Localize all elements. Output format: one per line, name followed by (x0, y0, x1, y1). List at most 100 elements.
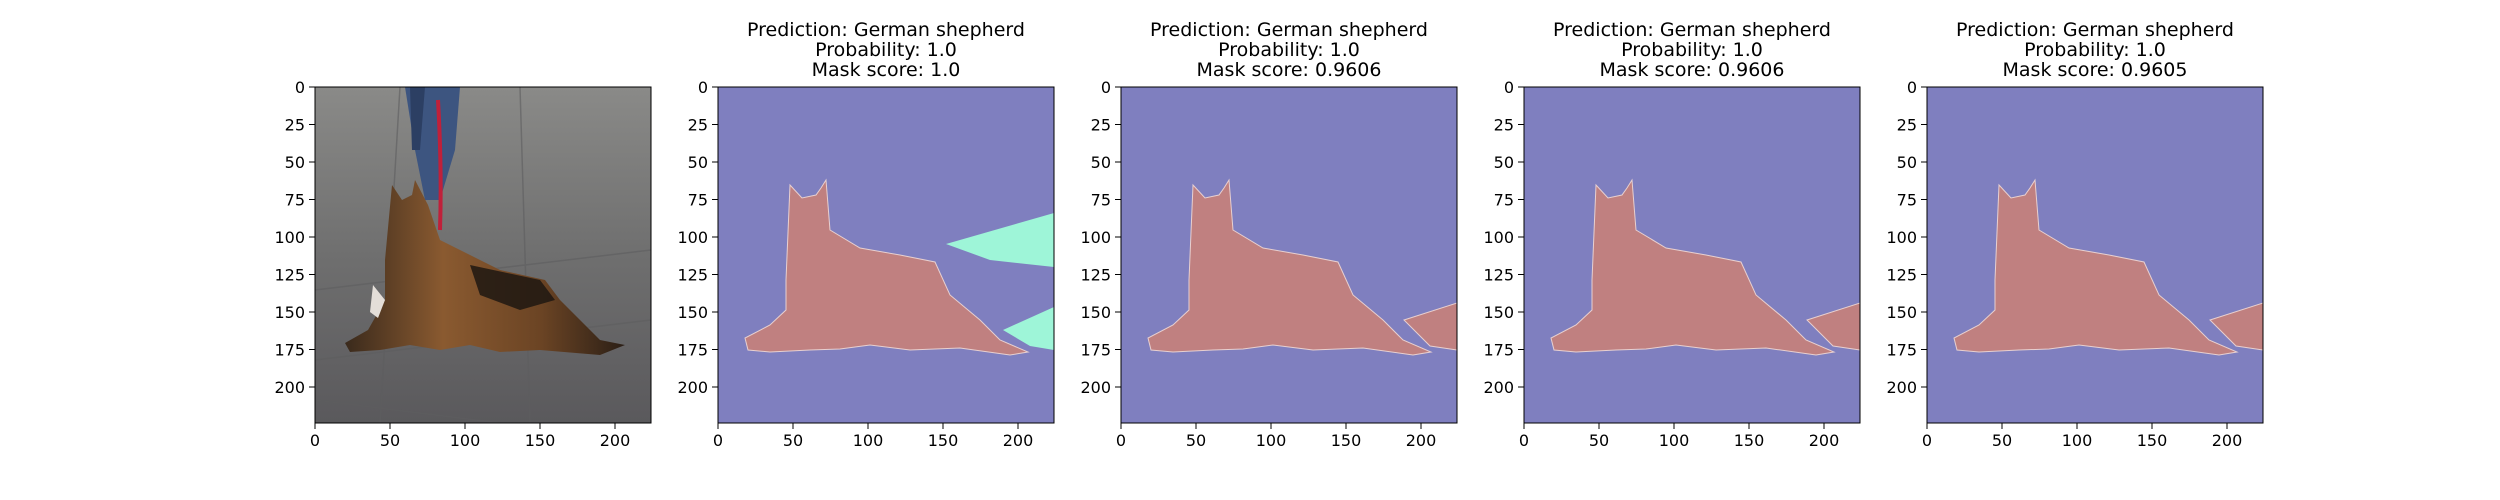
panel-title-line: Mask score: 1.0 (812, 59, 961, 81)
y-tick-label: 200 (1080, 378, 1111, 397)
mask-image (1524, 87, 1860, 423)
y-tick-label: 75 (1897, 191, 1917, 210)
y-tick-label: 50 (1897, 153, 1917, 172)
x-tick-label: 150 (928, 431, 959, 450)
secondary-wedge-lower (1003, 307, 1054, 350)
panel-title-line: Prediction: German shepherd (747, 19, 1025, 41)
y-tick-label: 75 (1494, 191, 1514, 210)
y-tick-label: 200 (1886, 378, 1917, 397)
dog-mask (1147, 178, 1433, 356)
axes-frame (1523, 86, 1861, 424)
mask-image (1927, 87, 2263, 423)
panel-title-line: Prediction: German shepherd (1150, 19, 1428, 41)
axes-frame (1926, 86, 2264, 424)
mask-image (1121, 87, 1457, 423)
y-tick-label: 50 (1091, 153, 1111, 172)
y-tick-label: 100 (274, 228, 305, 247)
y-tick-label: 0 (698, 78, 708, 97)
y-tick-label: 100 (1483, 228, 1514, 247)
panel-title-line: Mask score: 0.9606 (1600, 59, 1785, 81)
y-tick-label: 0 (1504, 78, 1514, 97)
y-tick-label: 200 (677, 378, 708, 397)
y-tick-label: 125 (1886, 266, 1917, 285)
x-tick-label: 150 (1331, 431, 1362, 450)
x-tick-label: 100 (853, 431, 884, 450)
photo-image (315, 87, 651, 423)
y-tick-label: 0 (1101, 78, 1111, 97)
tail-patch (1403, 302, 1457, 351)
y-tick-label: 125 (677, 266, 708, 285)
axes-overlay: 0 50 100 150 200 0 25 50 75 100 125 150 175 200 0 50 100… (274, 19, 2242, 450)
y-tick-label: 25 (1494, 116, 1514, 135)
x-tick-label: 0 (713, 431, 723, 450)
x-tick-label: 0 (1922, 431, 1932, 450)
axes-frame (1120, 86, 1458, 424)
y-tick-label: 100 (1080, 228, 1111, 247)
y-tick-label: 50 (688, 153, 708, 172)
x-tick-label: 50 (1589, 431, 1609, 450)
y-tick-label: 75 (285, 191, 305, 210)
y-tick-label: 0 (295, 78, 305, 97)
tail-patch (2209, 302, 2263, 351)
y-tick-label: 150 (1886, 303, 1917, 322)
y-tick-label: 200 (1483, 378, 1514, 397)
y-tick-label: 25 (1091, 116, 1111, 135)
y-tick-label: 150 (1080, 303, 1111, 322)
x-tick-label: 150 (525, 431, 556, 450)
dog-mask (1550, 178, 1836, 356)
mask-image (718, 87, 1054, 423)
panel-title-line: Mask score: 0.9606 (1197, 59, 1382, 81)
secondary-wedge-upper (946, 213, 1054, 267)
x-tick-label: 50 (1186, 431, 1206, 450)
axes-frame (314, 86, 652, 424)
panel-mask-3 (1523, 86, 1861, 424)
y-tick-label: 175 (677, 341, 708, 360)
x-tick-label: 200 (1809, 431, 1840, 450)
x-tick-label: 200 (1406, 431, 1437, 450)
y-tick-label: 125 (274, 266, 305, 285)
x-tick-label: 50 (1992, 431, 2012, 450)
y-tick-label: 200 (274, 378, 305, 397)
y-tick-label: 100 (677, 228, 708, 247)
panel-title-line: Probability: 1.0 (2024, 39, 2166, 61)
y-tick-label: 50 (285, 153, 305, 172)
y-tick-label: 125 (1080, 266, 1111, 285)
x-tick-label: 50 (783, 431, 803, 450)
axes-frame (717, 86, 1055, 424)
panel-title-line: Probability: 1.0 (1218, 39, 1360, 61)
dog-mask (1953, 178, 2239, 356)
x-tick-label: 50 (380, 431, 400, 450)
panel-photo (314, 86, 652, 424)
y-tick-label: 0 (1907, 78, 1917, 97)
y-tick-label: 25 (285, 116, 305, 135)
y-tick-label: 50 (1494, 153, 1514, 172)
x-tick-label: 100 (1659, 431, 1690, 450)
panel-mask-4 (1926, 86, 2264, 424)
y-tick-label: 150 (1483, 303, 1514, 322)
y-tick-label: 175 (274, 341, 305, 360)
panel-title-line: Prediction: German shepherd (1956, 19, 2234, 41)
panel-title-line: Probability: 1.0 (1621, 39, 1763, 61)
x-tick-label: 150 (2137, 431, 2168, 450)
x-tick-label: 200 (1003, 431, 1034, 450)
tail-patch (1806, 302, 1860, 351)
y-tick-label: 125 (1483, 266, 1514, 285)
x-tick-label: 100 (450, 431, 481, 450)
y-tick-label: 175 (1886, 341, 1917, 360)
y-tick-label: 175 (1483, 341, 1514, 360)
y-tick-label: 150 (274, 303, 305, 322)
panel-mask-1 (717, 86, 1055, 424)
x-tick-label: 100 (1256, 431, 1287, 450)
y-tick-label: 75 (1091, 191, 1111, 210)
dog-mask (744, 178, 1030, 356)
x-tick-label: 0 (1116, 431, 1126, 450)
panel-title-line: Prediction: German shepherd (1553, 19, 1831, 41)
panel-title-line: Mask score: 0.9605 (2003, 59, 2188, 81)
y-tick-label: 75 (688, 191, 708, 210)
y-tick-label: 100 (1886, 228, 1917, 247)
x-tick-label: 200 (2212, 431, 2243, 450)
y-tick-label: 150 (677, 303, 708, 322)
x-tick-label: 100 (2062, 431, 2093, 450)
y-tick-label: 25 (688, 116, 708, 135)
